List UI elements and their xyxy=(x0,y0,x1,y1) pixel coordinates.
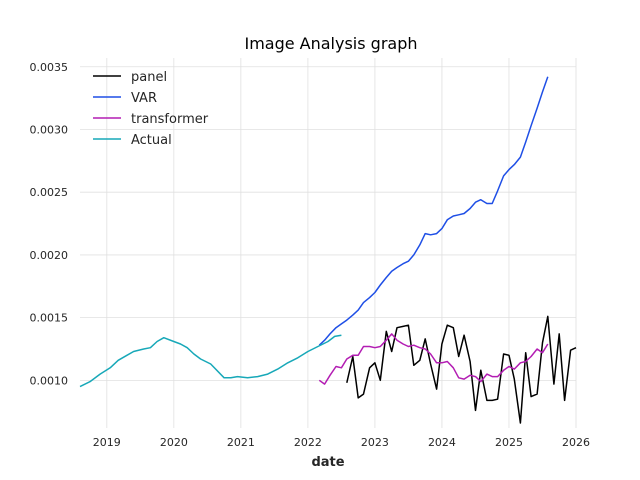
series-line-actual xyxy=(79,334,342,388)
x-tick-label: 2023 xyxy=(361,436,389,449)
x-tick-label: 2024 xyxy=(428,436,456,449)
series-line-var xyxy=(318,76,549,346)
x-tick-label: 2021 xyxy=(227,436,255,449)
y-tick-label: 0.0020 xyxy=(30,249,69,262)
grid xyxy=(80,58,577,428)
legend: panel VAR transformer Actual xyxy=(93,70,209,148)
x-axis-label: date xyxy=(311,455,344,470)
y-tick-label: 0.0015 xyxy=(30,312,69,325)
x-tick-label: 2019 xyxy=(93,436,121,449)
x-tick-label: 2025 xyxy=(495,436,523,449)
y-tick-label: 0.0030 xyxy=(30,123,69,136)
legend-label-transformer: transformer xyxy=(131,112,209,127)
y-tick-label: 0.0025 xyxy=(30,186,69,199)
legend-label-var: VAR xyxy=(131,91,157,106)
x-tick-label: 2020 xyxy=(160,436,188,449)
legend-label-actual: Actual xyxy=(131,133,172,148)
chart-title: Image Analysis graph xyxy=(244,34,417,53)
y-tick-label: 0.0010 xyxy=(30,374,69,387)
x-axis-ticks: 2019 2020 2021 2022 2023 2024 2025 2026 xyxy=(93,436,590,449)
y-tick-label: 0.0035 xyxy=(30,61,69,74)
legend-label-panel: panel xyxy=(131,70,167,85)
series-lines xyxy=(79,76,577,424)
series-line-transformer xyxy=(318,333,549,385)
series-line-panel xyxy=(346,315,577,424)
y-axis-ticks: 0.0010 0.0015 0.0020 0.0025 0.0030 0.0035 xyxy=(30,61,69,388)
x-tick-label: 2026 xyxy=(562,436,590,449)
x-tick-label: 2022 xyxy=(294,436,322,449)
